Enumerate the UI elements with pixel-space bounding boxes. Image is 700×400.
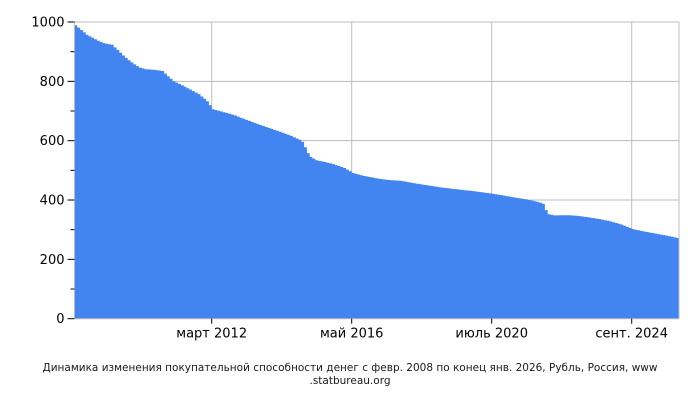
x-axis-label: сент. 2024 bbox=[595, 327, 668, 342]
chart-canvas: 0 200 400 600 800 1000 март 2012 май 2016 июль 2… bbox=[31, 16, 680, 342]
area-series bbox=[74, 25, 680, 319]
y-axis-label: 1000 bbox=[31, 16, 64, 31]
y-axis-label: 400 bbox=[40, 194, 65, 209]
y-axis-label: 200 bbox=[40, 253, 65, 268]
chart-caption-line1: Динамика изменения покупательной способн… bbox=[42, 362, 658, 374]
purchasing-power-chart: 0 200 400 600 800 1000 март 2012 май 2016 июль 2… bbox=[31, 16, 680, 342]
chart-caption-line2: .statbureau.org bbox=[309, 374, 391, 387]
y-axis-label: 800 bbox=[40, 75, 65, 90]
chart-caption: Динамика изменения покупательной способн… bbox=[0, 362, 700, 387]
x-axis-label: май 2016 bbox=[320, 327, 383, 342]
y-axis-label: 600 bbox=[40, 134, 65, 149]
y-axis-label: 0 bbox=[56, 312, 64, 327]
x-axis-label: март 2012 bbox=[176, 327, 247, 342]
x-axis-label: июль 2020 bbox=[455, 327, 528, 342]
